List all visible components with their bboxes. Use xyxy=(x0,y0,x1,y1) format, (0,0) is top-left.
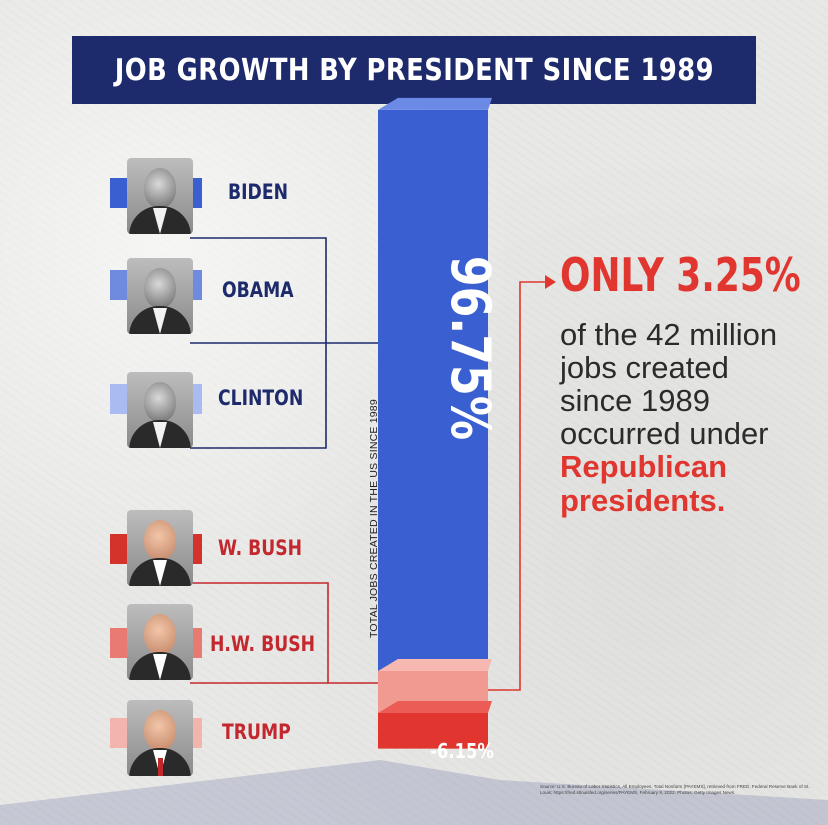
label-obama: OBAMA xyxy=(222,278,294,302)
bar-trump-front xyxy=(378,713,488,749)
portrait-w-bush xyxy=(127,510,193,586)
portrait-hw-bush xyxy=(127,604,193,680)
connector-biden xyxy=(190,237,327,343)
label-w-bush: W. BUSH xyxy=(218,536,303,560)
label-trump: TRUMP xyxy=(222,720,291,744)
label-biden: BIDEN xyxy=(228,180,289,204)
connector-clinton xyxy=(190,343,327,449)
source-note: Source: U.S. Bureau of Labor Statistics,… xyxy=(540,784,810,795)
callout-highlight-1: Republican xyxy=(560,449,728,484)
bar-democratic-front xyxy=(378,109,488,672)
callout-line-1: of the 42 million xyxy=(560,317,778,352)
floor-shadow xyxy=(0,760,828,825)
bar-democratic-top xyxy=(378,97,492,110)
bar-democratic xyxy=(378,97,492,672)
portrait-clinton xyxy=(127,372,193,448)
bar-trump-top xyxy=(378,701,492,713)
title-banner: JOB GROWTH BY PRESIDENT SINCE 1989 xyxy=(72,36,756,104)
bar-trump xyxy=(378,701,492,749)
bar-democratic-value-label: 96.75% xyxy=(439,256,502,440)
bar-republican-top xyxy=(378,659,492,671)
portrait-obama xyxy=(127,258,193,334)
arrow-head xyxy=(545,275,556,289)
callout-line-4: occurred under xyxy=(560,416,769,451)
connector-wbush xyxy=(190,582,329,683)
connector-lines xyxy=(190,237,556,691)
y-axis-label: TOTAL JOBS CREATED IN THE US SINCE 1989 xyxy=(368,399,380,638)
callout-line-2: jobs created xyxy=(560,350,729,385)
portrait-biden xyxy=(127,158,193,234)
bar-trump-value-label: -6.15% xyxy=(430,741,494,764)
callout-body: of the 42 million jobs created since 198… xyxy=(560,318,822,518)
callout-headline: ONLY 3.25% xyxy=(560,248,801,302)
callout-line-3: since 1989 xyxy=(560,383,710,418)
label-clinton: CLINTON xyxy=(218,386,304,410)
callout-highlight-2: presidents. xyxy=(560,483,726,518)
connector-callout xyxy=(488,281,545,691)
portrait-trump xyxy=(127,700,193,776)
page-title: JOB GROWTH BY PRESIDENT SINCE 1989 xyxy=(114,52,714,88)
label-hw-bush: H.W. BUSH xyxy=(210,632,316,656)
